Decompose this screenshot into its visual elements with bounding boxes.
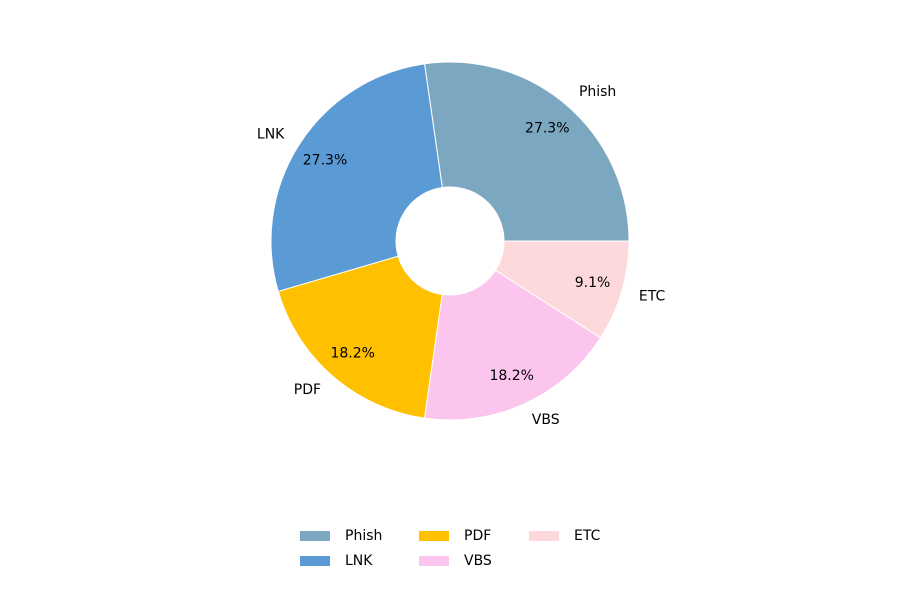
value-label: 27.3% (303, 153, 347, 169)
legend-swatch (300, 556, 330, 566)
wedge (423, 61, 630, 242)
legend-swatch (300, 531, 330, 541)
legend-label: PDF (464, 528, 491, 544)
category-label: VBS (532, 412, 560, 428)
value-label: 9.1% (575, 275, 611, 291)
legend-label: ETC (574, 528, 601, 544)
value-label: 18.2% (489, 368, 533, 384)
legend-swatch (529, 531, 559, 541)
legend-swatch (419, 531, 449, 541)
wedge (494, 240, 630, 339)
category-label: ETC (639, 288, 666, 304)
value-label: 27.3% (525, 121, 569, 137)
wedge (277, 255, 443, 419)
legend-label: LNK (345, 553, 373, 569)
legend-label: Phish (345, 528, 382, 544)
category-label: Phish (579, 84, 616, 100)
wedge (270, 63, 443, 293)
legend-label: VBS (464, 553, 492, 569)
wedge (423, 269, 602, 421)
value-label: 18.2% (330, 345, 374, 361)
category-label: LNK (257, 127, 285, 143)
category-label: PDF (294, 382, 321, 398)
legend-swatch (419, 556, 449, 566)
